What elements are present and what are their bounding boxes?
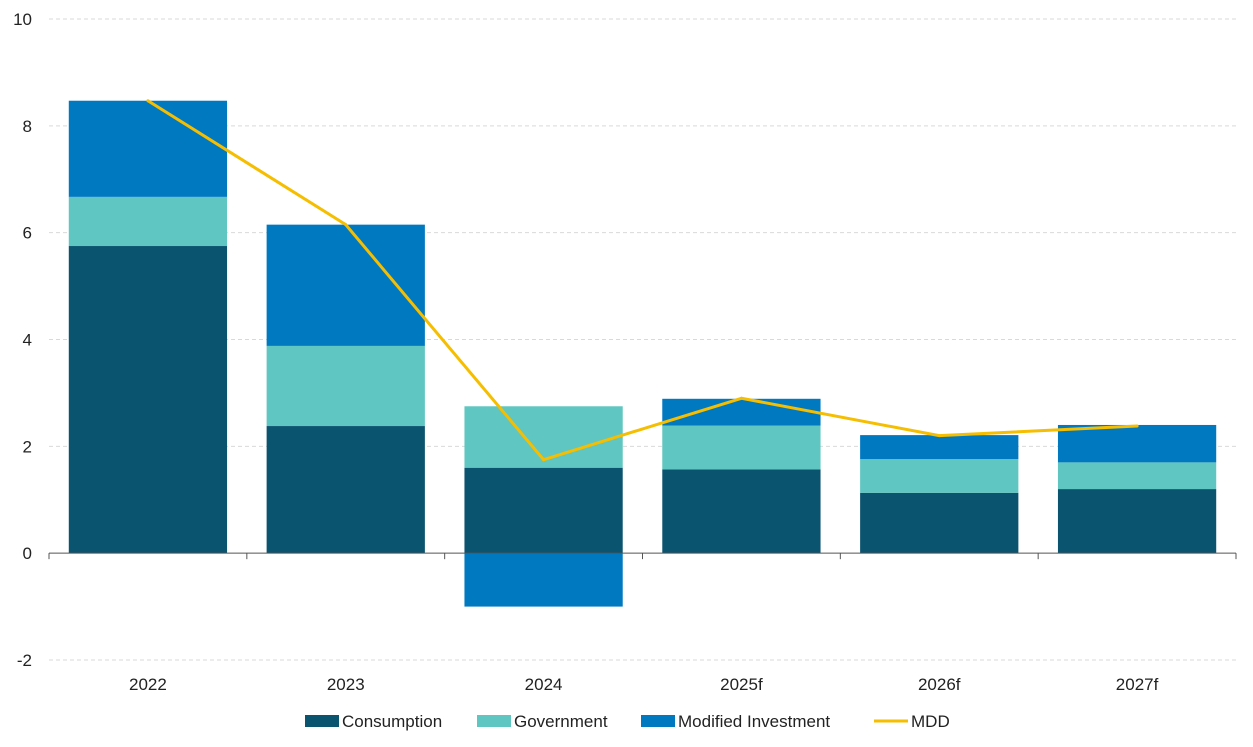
legend-label-mdd: MDD — [911, 712, 950, 731]
x-tick-label-2026f: 2026f — [918, 675, 961, 694]
bar-modified-investment-2023 — [266, 224, 425, 346]
y-tick-label: -2 — [17, 651, 32, 670]
x-tick-label-2023: 2023 — [327, 675, 365, 694]
axes — [48, 552, 1237, 560]
x-tick-label-2024: 2024 — [525, 675, 563, 694]
y-tick-label: 10 — [13, 10, 32, 29]
bar-modified-investment-2022 — [68, 100, 228, 197]
mdd-point-2027f — [1135, 424, 1139, 428]
bar-government-2027f — [1057, 462, 1217, 490]
x-tick-labels: 2022 2023 2024 2025f 2026f 2027f — [129, 675, 1159, 694]
bar-consumption-2027f — [1057, 489, 1217, 554]
mdd-point-2026f — [937, 434, 941, 438]
x-tick-label-2027f: 2027f — [1116, 675, 1159, 694]
bar-consumption-2024 — [464, 467, 623, 554]
mdd-line-layer — [146, 99, 1139, 462]
bar-consumption-2023 — [266, 426, 425, 554]
mdd-line — [147, 99, 1138, 462]
legend-item-government: Government — [477, 712, 608, 731]
legend-item-mdd: MDD — [874, 712, 950, 731]
bar-modified-investment-2027f — [1057, 424, 1217, 463]
x-tick-label-2022: 2022 — [129, 675, 167, 694]
y-tick-labels: -2 0 2 4 6 8 10 — [13, 10, 32, 670]
x-tick-label-2025f: 2025f — [720, 675, 763, 694]
legend-item-modified-investment: Modified Investment — [641, 712, 830, 731]
bar-consumption-2026f — [860, 492, 1019, 554]
mdd-point-2025f — [739, 396, 743, 400]
bar-government-2023 — [266, 345, 425, 427]
bar-segments — [68, 100, 1217, 607]
mdd-point-2024 — [542, 458, 546, 462]
legend: Consumption Government Modified Investment… — [305, 712, 950, 731]
legend-swatch-modified-investment — [641, 715, 675, 727]
legend-item-consumption: Consumption — [305, 712, 442, 731]
bar-modified-investment-2026f — [860, 435, 1019, 460]
bar-government-2025f — [662, 425, 821, 470]
y-tick-label: 8 — [23, 117, 32, 136]
y-tick-label: 2 — [23, 437, 32, 456]
gridlines — [49, 18, 1236, 661]
bar-government-2022 — [68, 196, 228, 247]
bar-consumption-2025f — [662, 469, 821, 554]
y-tick-label: 0 — [23, 544, 32, 563]
bar-government-2026f — [860, 459, 1019, 493]
bar-modified-investment-2024 — [464, 553, 623, 607]
bar-consumption-2022 — [68, 246, 228, 554]
bar-modified-investment-2025f — [662, 398, 821, 426]
legend-swatch-consumption — [305, 715, 339, 727]
legend-label-modified-investment: Modified Investment — [678, 712, 830, 731]
y-tick-label: 6 — [23, 224, 32, 243]
mdd-point-2022 — [146, 99, 150, 103]
mdd-point-2023 — [344, 223, 348, 227]
legend-label-government: Government — [514, 712, 608, 731]
y-tick-label: 4 — [23, 331, 32, 350]
legend-label-consumption: Consumption — [342, 712, 442, 731]
legend-swatch-government — [477, 715, 511, 727]
